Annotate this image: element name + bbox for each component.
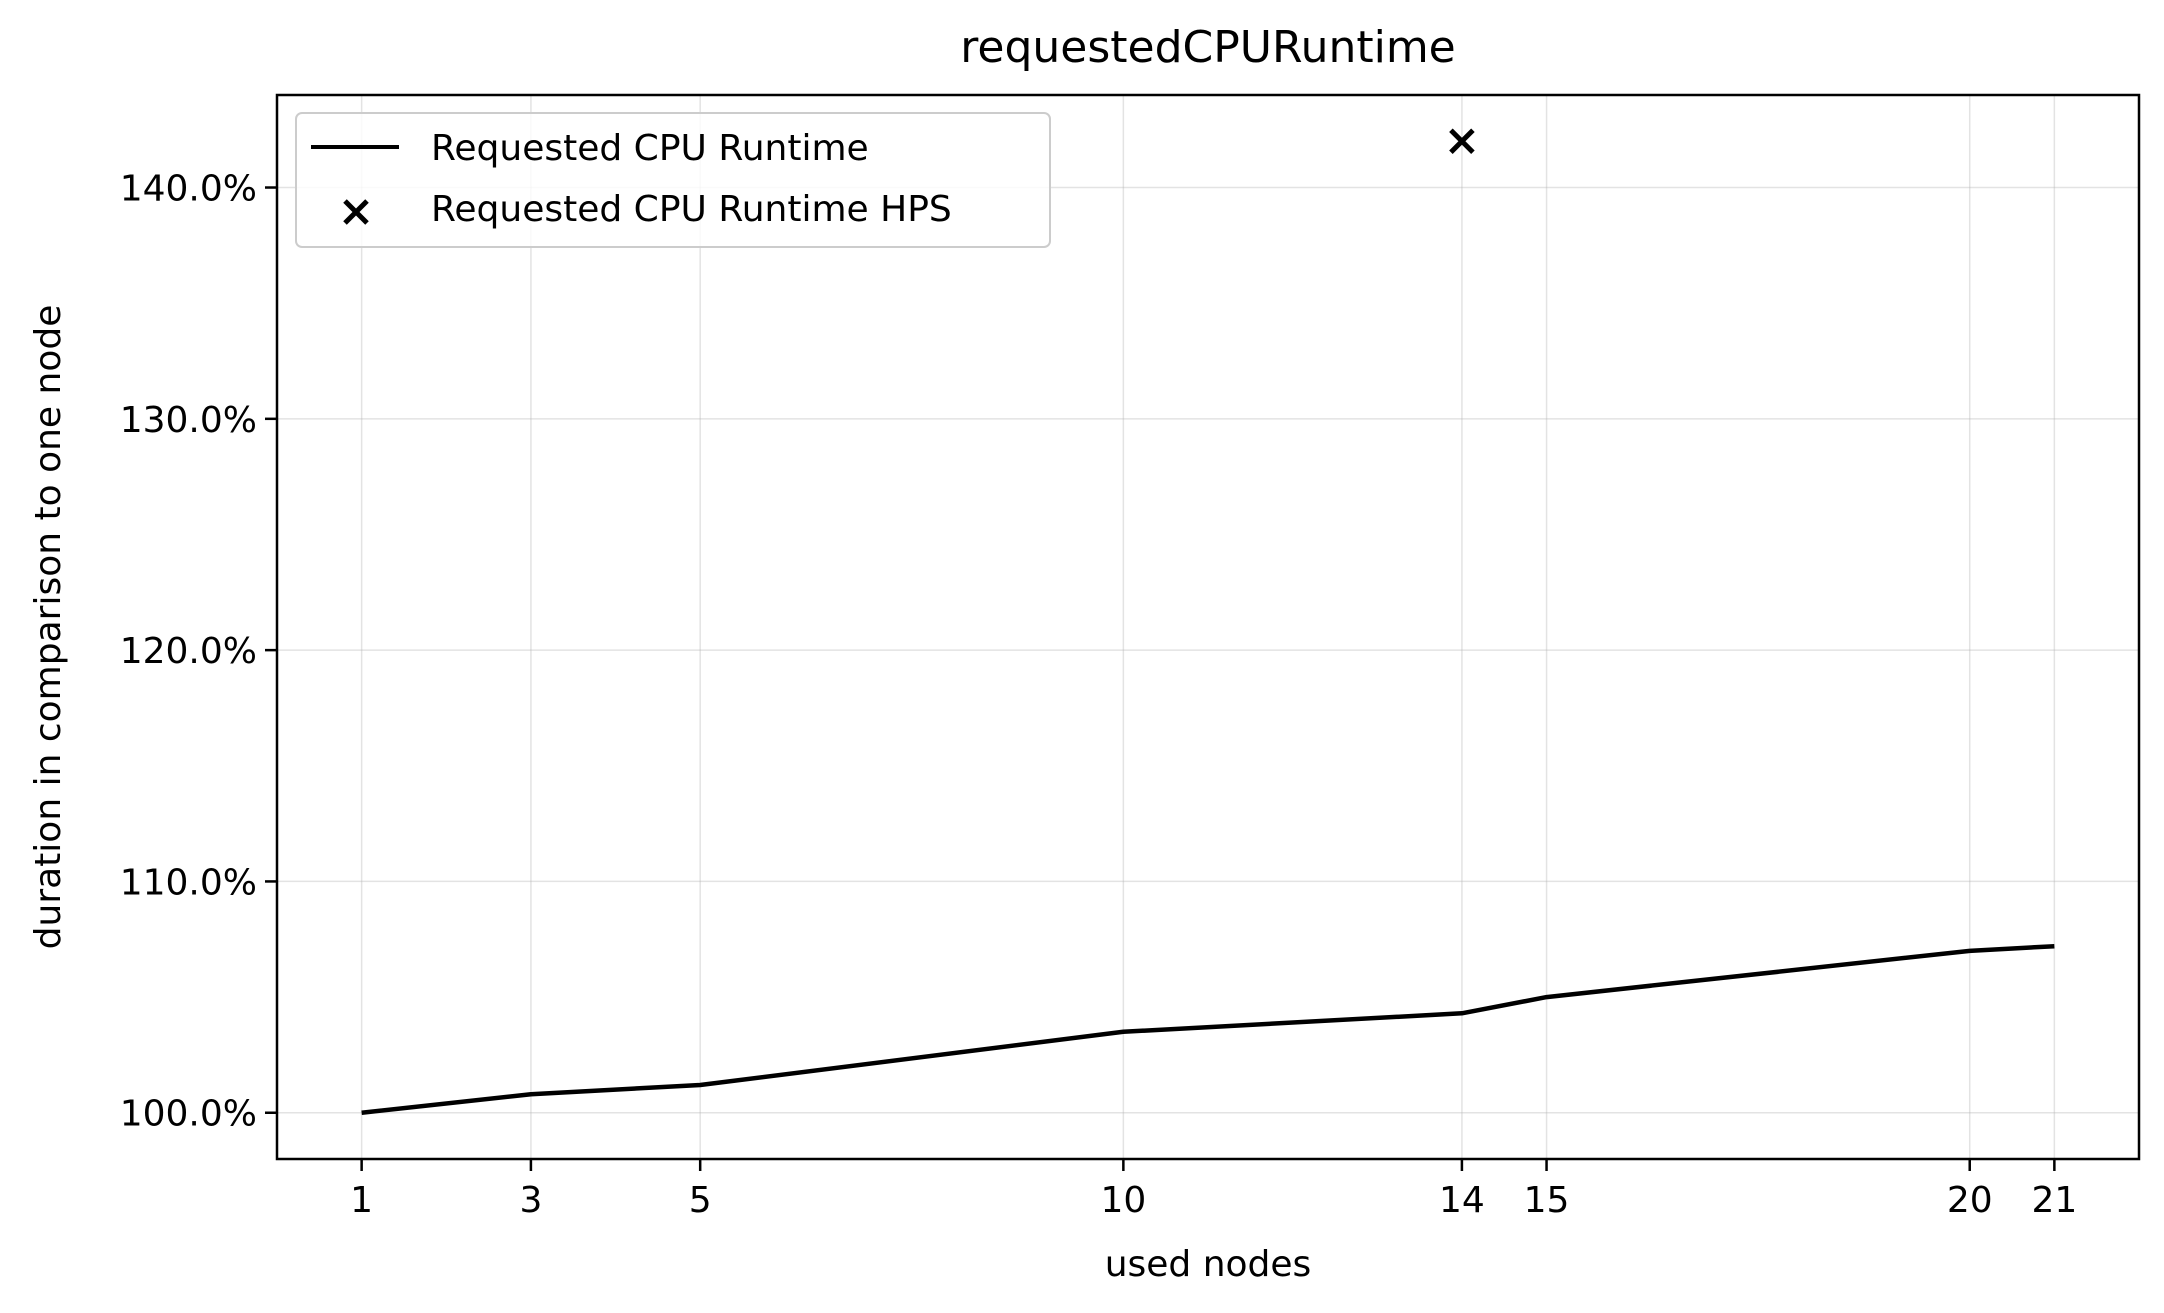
legend-label-requested-cpu-runtime-hps: Requested CPU Runtime HPS <box>431 189 952 230</box>
x-axis-ticks: 1 3 5 10 14 15 20 21 <box>350 1159 2077 1221</box>
series-line-requested-cpu-runtime <box>361 943 2055 1115</box>
x-tick-label: 14 <box>1439 1180 1485 1221</box>
y-tick-label: 100.0% <box>120 1094 257 1135</box>
legend-box <box>295 112 1051 248</box>
x-tick-label: 1 <box>350 1180 373 1221</box>
grid-lines <box>277 95 2139 1159</box>
x-tick-label: 15 <box>1524 1180 1570 1221</box>
y-tick-label: 130.0% <box>120 400 257 441</box>
legend-x-marker-icon <box>343 199 369 225</box>
y-axis-label: duration in comparison to one node <box>28 305 69 950</box>
x-tick-label: 20 <box>1947 1180 1993 1221</box>
x-tick-label: 5 <box>689 1180 712 1221</box>
x-tick-label: 21 <box>2031 1180 2077 1221</box>
y-tick-label: 110.0% <box>120 862 257 903</box>
plot-frame <box>275 93 2141 1161</box>
x-tick-label: 3 <box>519 1180 542 1221</box>
legend: Requested CPU Runtime Requested CPU Runt… <box>295 112 1051 248</box>
series-layer <box>361 128 2055 1115</box>
chart-title: requestedCPURuntime <box>960 22 1456 73</box>
legend-label-requested-cpu-runtime: Requested CPU Runtime <box>431 128 869 169</box>
x-tick-label: 10 <box>1100 1180 1146 1221</box>
y-tick-label: 140.0% <box>120 169 257 210</box>
y-axis-ticks: 100.0% 110.0% 120.0% 130.0% 140.0% <box>120 169 277 1135</box>
scatter-point-hps <box>1449 128 1475 155</box>
y-tick-label: 120.0% <box>120 631 257 672</box>
x-axis-label: used nodes <box>1105 1244 1312 1285</box>
